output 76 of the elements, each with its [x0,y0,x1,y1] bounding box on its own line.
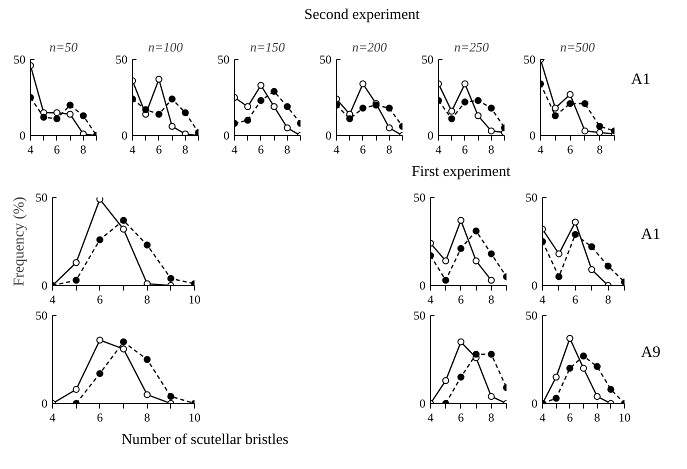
x-tick-label: 6 [462,142,468,156]
y-tick-label: 50 [422,52,434,66]
y-tick-label: 0 [532,396,538,410]
y-axis-title: Frequency (%) [12,196,28,286]
text: A1 [641,225,661,245]
x-tick-label: 6 [96,292,103,306]
x-tick-label: 8 [488,292,494,306]
y-tick-label: 50 [414,308,426,322]
y-tick-label: 0 [530,128,536,142]
chart-subtitle: n=500 [560,40,596,54]
chart-subtitle: n=200 [352,40,388,54]
x-tick-label: 4 [50,292,56,306]
x-tick-label: 4 [28,142,34,156]
x-tick-label: 10 [188,410,200,424]
y-tick-label: 0 [420,396,426,410]
chart-subtitle: n=50 [49,40,78,54]
y-tick-label: 0 [326,128,332,142]
x-tick-label: 8 [182,142,188,156]
chart-subtitle: n=150 [250,40,286,54]
x-tick-label: 4 [540,410,546,424]
chart-subtitle: n=100 [148,40,184,54]
y-tick-label: 50 [36,190,48,204]
x-axis-title: Number of scutellar bristles [121,431,289,450]
chart-subtitle: n=250 [454,40,490,54]
x-tick-label: 4 [50,410,56,424]
y-tick-label: 50 [524,52,536,66]
x-tick-label: 8 [386,142,392,156]
y-tick-label: 50 [526,308,538,322]
x-tick-label: 6 [458,410,464,424]
y-tick-label: 0 [428,128,434,142]
x-tick-label: 4 [538,142,544,156]
y-tick-label: 0 [420,278,426,292]
y-tick-label: 50 [116,52,128,66]
x-tick-label: 8 [594,410,600,424]
y-tick-label: 0 [20,128,26,142]
x-tick-label: 6 [360,142,366,156]
chart-title: First experiment [412,163,510,182]
x-tick-label: 4 [428,292,434,306]
x-tick-label: 6 [96,410,103,424]
y-tick-label: 0 [42,278,48,292]
text: A9 [641,343,661,363]
x-tick-label: 8 [284,142,290,156]
y-tick-label: 0 [224,128,230,142]
x-tick-label: 4 [436,142,442,156]
x-tick-label: 6 [566,410,573,424]
x-tick-label: 6 [54,142,60,156]
y-tick-label: 0 [42,396,48,410]
y-tick-label: 0 [122,128,128,142]
x-tick-label: 4 [334,142,340,156]
y-tick-label: 50 [526,190,538,204]
y-tick-label: 50 [320,52,332,66]
x-tick-label: 6 [572,292,578,306]
x-tick-label: 8 [605,292,612,306]
y-tick-label: 50 [218,52,230,66]
x-tick-label: 6 [156,142,162,156]
x-tick-label: 4 [428,410,434,424]
x-tick-label: 4 [130,142,136,156]
x-tick-label: 8 [488,142,494,156]
x-tick-label: 10 [618,410,630,424]
x-tick-label: 8 [144,410,150,424]
x-tick-label: 6 [458,292,464,306]
chart-title: Second experiment [304,6,420,25]
x-tick-label: 6 [567,142,574,156]
x-tick-label: 6 [258,142,264,156]
text: A1 [631,70,651,90]
y-tick-label: 0 [532,278,538,292]
y-tick-label: 50 [414,190,426,204]
x-tick-label: 8 [80,142,86,156]
x-tick-label: 10 [188,292,200,306]
y-tick-label: 50 [36,308,48,322]
x-tick-label: 4 [232,142,238,156]
x-tick-label: 8 [596,142,603,156]
x-tick-label: 8 [488,410,494,424]
x-tick-label: 4 [540,292,546,306]
y-tick-label: 50 [14,52,26,66]
x-tick-label: 8 [144,292,150,306]
